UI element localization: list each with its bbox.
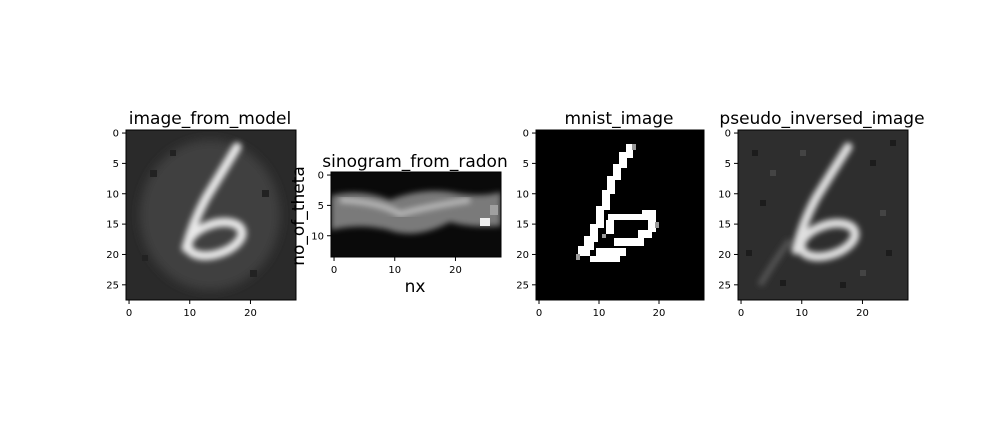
y-tick-label: 15	[718, 220, 731, 231]
x-tick-label: 0	[738, 308, 744, 319]
panel-pseudo-inversed-image: pseudo_inversed_image	[718, 109, 924, 319]
y-tick-label: 5	[725, 159, 731, 170]
panel-title: mnist_image	[564, 109, 673, 129]
y-tick-label: 25	[106, 280, 119, 291]
axis-ticks: 0 10 20 0 5 10 15 20 25	[718, 129, 869, 319]
x-tick-label: 20	[653, 308, 666, 319]
y-axis-label: no_of_theta	[289, 166, 309, 266]
y-tick-label: 25	[718, 280, 731, 291]
y-tick-label: 5	[523, 159, 529, 170]
y-tick-label: 10	[718, 189, 731, 200]
panel-title: image_from_model	[129, 109, 291, 129]
axis-ticks: 0 10 20 0 5 10 15 20 25	[106, 129, 257, 319]
y-tick-label: 10	[106, 189, 119, 200]
panel-title: pseudo_inversed_image	[719, 109, 924, 129]
axis-ticks: 0 10 20 0 5 10	[311, 171, 462, 276]
heatmap-image	[125, 129, 297, 301]
panel-image-from-model: image_from_model	[106, 109, 297, 319]
x-tick-label: 0	[126, 308, 132, 319]
y-tick-label: 15	[106, 220, 119, 231]
y-tick-label: 10	[311, 231, 324, 242]
y-tick-label: 0	[523, 129, 529, 140]
panel-sinogram-from-radon: sinogram_from_radon 0 10 20 0 5 10 nx no_of_t…	[289, 152, 508, 297]
x-tick-label: 20	[449, 265, 462, 276]
x-axis-label: nx	[405, 277, 426, 297]
panel-mnist-image: mnist_image	[516, 109, 705, 319]
y-tick-label: 5	[318, 201, 324, 212]
heatmap-image	[737, 129, 909, 301]
y-tick-label: 20	[516, 250, 529, 261]
y-tick-label: 20	[106, 250, 119, 261]
x-tick-label: 20	[856, 308, 869, 319]
axis-ticks: 0 10 20 0 5 10 15 20 25	[516, 129, 665, 319]
y-tick-label: 10	[516, 189, 529, 200]
x-tick-label: 10	[183, 308, 196, 319]
x-tick-label: 0	[536, 308, 542, 319]
y-tick-label: 0	[113, 129, 119, 140]
x-tick-label: 20	[244, 308, 257, 319]
x-tick-label: 10	[795, 308, 808, 319]
heatmap-image	[330, 171, 502, 258]
x-tick-label: 0	[331, 265, 337, 276]
y-tick-label: 5	[113, 159, 119, 170]
y-tick-label: 0	[318, 171, 324, 182]
x-tick-label: 10	[593, 308, 606, 319]
panel-title: sinogram_from_radon	[322, 152, 507, 172]
x-tick-label: 10	[388, 265, 401, 276]
y-tick-label: 15	[516, 220, 529, 231]
y-tick-label: 20	[718, 250, 731, 261]
heatmap-image	[535, 129, 705, 301]
y-tick-label: 0	[725, 129, 731, 140]
y-tick-label: 25	[516, 280, 529, 291]
